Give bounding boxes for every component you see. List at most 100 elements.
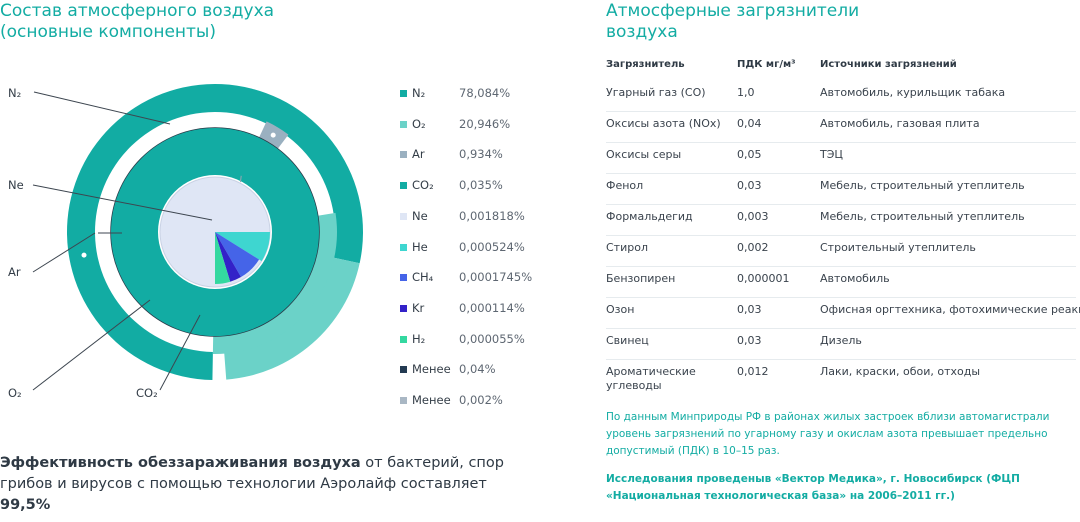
ministry-note: По данным Минприроды РФ в районах жилых … <box>606 411 1050 457</box>
leader-line-n2 <box>33 91 171 125</box>
legend-swatch <box>400 335 407 343</box>
legend-swatch <box>400 212 407 220</box>
table-header-pollutant: Загрязнитель <box>606 59 685 70</box>
legend-label: He <box>412 239 428 254</box>
legend-label: CH₄ <box>412 270 434 285</box>
legend-swatch <box>400 182 407 190</box>
pdk-cell: 0,04 <box>737 117 762 130</box>
efficiency-value: 99,5% <box>0 497 51 513</box>
pollutants-title: Атмосферные загрязнители воздуха <box>606 1 860 42</box>
legend-swatch <box>400 304 407 312</box>
legend-label: Менее <box>412 362 451 377</box>
pollutant-cell: Формальдегид <box>606 210 693 223</box>
legend-label: N₂ <box>412 86 426 100</box>
leader-line-co2 <box>159 314 201 391</box>
pdk-cell: 0,03 <box>737 303 762 316</box>
pie-slice-ch₄ <box>215 232 260 278</box>
pdk-cell: 0,012 <box>737 365 769 378</box>
legend-label: Kr <box>412 300 425 315</box>
source-cell: Мебель, строительный утеплитель <box>820 179 1025 192</box>
efficiency-lead: Эффективность обеззараживания воздуха <box>0 455 361 471</box>
source-cell: Дизель <box>820 334 862 347</box>
pollutant-cell: Бензопирен <box>606 272 676 285</box>
leader-line-ar <box>32 232 96 273</box>
ring-marker-o2 <box>81 252 87 258</box>
table-header-sources: Источники загрязнений <box>820 59 957 70</box>
leader-line-ne <box>32 184 213 221</box>
pdk-cell: 1,0 <box>737 86 755 99</box>
ring-label-n2: N₂ <box>8 86 22 100</box>
source-cell: Автомобиль, газовая плита <box>820 117 980 130</box>
pdk-cell: 0,03 <box>737 334 762 347</box>
pie-slice-h₂ <box>215 232 231 284</box>
pollutant-cell: Угарный газ (CO) <box>606 86 706 99</box>
legend-label: Ar <box>412 147 425 162</box>
pollutant-cell: Оксисы серы <box>606 148 682 161</box>
pie-slice-kr <box>215 232 241 282</box>
ring-segment-co2 <box>111 128 319 336</box>
ring-label-ar: Ar <box>8 265 21 279</box>
source-cell: Лаки, краски, обои, отходы <box>820 365 981 378</box>
legend-label: Ne <box>412 208 428 223</box>
row-divider <box>606 173 1076 174</box>
row-divider <box>606 359 1076 360</box>
pollutant-cell: Фенол <box>606 179 644 192</box>
legend-swatch <box>400 274 407 282</box>
pdk-cell: 0,03 <box>737 179 762 192</box>
legend-value: 78,084% <box>459 86 511 100</box>
legend-label: CO₂ <box>412 178 434 193</box>
legend-swatch <box>400 243 407 251</box>
legend-value: 0,002% <box>459 393 503 407</box>
source-cell: Мебель, строительный утеплитель <box>820 210 1025 223</box>
ring-label-o2: O₂ <box>8 386 22 400</box>
source-cell: Офисная оргтехника, фотохимические реакц… <box>820 303 1080 316</box>
source-cell: Строительный утеплитель <box>820 241 976 254</box>
legend-swatch <box>400 90 407 97</box>
legend-value: 0,000055% <box>459 331 525 346</box>
pollutant-cell: Свинец <box>606 334 649 347</box>
pdk-cell: 0,003 <box>737 210 769 223</box>
row-divider <box>606 111 1076 112</box>
row-divider <box>606 266 1076 267</box>
legend-value: 0,04% <box>459 362 496 377</box>
legend-value: 0,0001745% <box>459 270 533 285</box>
efficiency-text: от бактерий, спор грибов и вирусов с пом… <box>0 455 504 492</box>
row-divider <box>606 142 1076 143</box>
legend-swatch <box>400 151 407 159</box>
research-note: Исследования проведеныв «Вектор Медика»,… <box>606 473 1020 502</box>
legend-swatch <box>400 366 407 374</box>
legend-value: 0,934% <box>459 147 503 162</box>
row-divider <box>606 328 1076 329</box>
pie-slice-he <box>215 232 270 262</box>
legend-swatch <box>400 120 407 128</box>
pollutant-cell: Стирол <box>606 241 648 254</box>
source-cell: Автомобиль, курильщик табака <box>820 86 1006 99</box>
pollutant-cell: Озон <box>606 303 635 316</box>
leader-line-o2 <box>32 299 151 391</box>
source-cell: Автомобиль <box>820 272 890 285</box>
legend-label: O₂ <box>412 116 426 131</box>
row-divider <box>606 297 1076 298</box>
ring-label-ne: Ne <box>8 178 24 192</box>
legend-value: 0,000114% <box>459 300 525 315</box>
table-header-pdk: ПДК мг/м³ <box>737 59 796 70</box>
ring-marker-ar <box>270 132 276 138</box>
legend-value: 0,035% <box>459 178 503 193</box>
ring-label-co2: CO₂ <box>136 386 158 400</box>
pollutant-cell: Ароматические углеводы <box>606 365 696 392</box>
legend-label: Менее <box>412 393 451 407</box>
legend-swatch <box>400 397 407 404</box>
row-divider <box>606 235 1076 236</box>
pdk-cell: 0,05 <box>737 148 762 161</box>
ring-segment-o2-inner <box>212 212 337 354</box>
legend-value: 0,000524% <box>459 239 525 254</box>
legend-value: 0,001818% <box>459 208 525 223</box>
pdk-cell: 0,000001 <box>737 272 790 285</box>
efficiency-statement: Эффективность обеззараживания воздуха от… <box>0 453 520 516</box>
pollutant-cell: Оксисы азота (NOx) <box>606 117 721 130</box>
source-cell: ТЭЦ <box>820 148 843 161</box>
legend-value: 20,946% <box>459 116 511 131</box>
legend-label: H₂ <box>412 331 426 346</box>
inner-tick <box>239 175 242 183</box>
pdk-cell: 0,002 <box>737 241 769 254</box>
